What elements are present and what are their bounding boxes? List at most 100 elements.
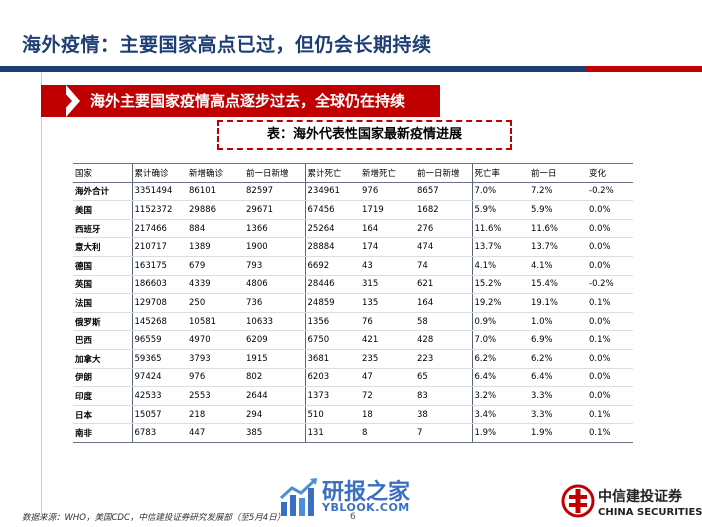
data-cell: 1900 <box>244 237 305 257</box>
data-cell: 510 <box>304 405 360 425</box>
left-guide-line <box>41 72 42 514</box>
data-cell: 6.2% <box>529 349 587 369</box>
data-cell: 10581 <box>187 312 244 332</box>
data-cell: 0.0% <box>587 349 633 369</box>
data-cell: 2644 <box>244 386 305 406</box>
table-row: 意大利 210717 1389 1900 28884 174 474 13.7% 13.7% 0.… <box>73 237 633 257</box>
table-row: 美国 1152372 29886 29671 67456 1719 1682 5.9% 5.9%… <box>73 200 633 220</box>
data-cell: 164 <box>415 293 472 313</box>
data-cell: 97424 <box>131 368 187 388</box>
data-cell: 234961 <box>304 182 360 202</box>
data-cell: 294 <box>244 405 305 425</box>
data-cell: 67456 <box>304 200 360 220</box>
data-cell: 11.6% <box>529 219 587 239</box>
data-cell: 4970 <box>187 330 244 350</box>
country-cell: 俄罗斯 <box>73 312 132 332</box>
data-cell: 47 <box>360 368 415 388</box>
page-number: 6 <box>350 512 356 522</box>
data-cell: 0.1% <box>587 423 633 443</box>
table-row: 印度 42533 2553 2644 1373 72 83 3.2% 3.3% 0.0% <box>73 386 633 406</box>
data-cell: 3681 <box>304 349 360 369</box>
column-header: 前一日新增 <box>244 163 305 183</box>
data-cell: 223 <box>415 349 472 369</box>
data-cell: 474 <box>415 237 472 257</box>
data-cell: 8657 <box>415 182 472 202</box>
data-cell: 5.9% <box>471 200 529 220</box>
data-cell: -0.2% <box>587 275 633 295</box>
data-cell: 6.2% <box>471 349 529 369</box>
data-cell: 28884 <box>304 237 360 257</box>
data-cell: 0.1% <box>587 293 633 313</box>
data-cell: 5.9% <box>529 200 587 220</box>
data-cell: 315 <box>360 275 415 295</box>
country-cell: 南非 <box>73 423 132 443</box>
data-cell: 1356 <box>304 312 360 332</box>
data-cell: 276 <box>415 219 472 239</box>
data-cell: 11.6% <box>471 219 529 239</box>
data-cell: 1.9% <box>471 423 529 443</box>
data-cell: 18 <box>360 405 415 425</box>
data-cell: 421 <box>360 330 415 350</box>
table-row: 海外合计 3351494 86101 82597 234961 976 8657 7.0% 7.… <box>73 182 633 202</box>
column-header: 国家 <box>73 163 132 183</box>
data-cell: 428 <box>415 330 472 350</box>
data-cell: 129708 <box>131 293 187 313</box>
data-cell: 42533 <box>131 386 187 406</box>
data-cell: 135 <box>360 293 415 313</box>
column-header: 新增死亡 <box>360 163 415 183</box>
data-cell: 6783 <box>131 423 187 443</box>
data-cell: 447 <box>187 423 244 443</box>
data-cell: 6.4% <box>471 368 529 388</box>
title-rule <box>0 66 702 72</box>
data-cell: 210717 <box>131 237 187 257</box>
brand-logo-icon <box>561 484 595 518</box>
page-title: 海外疫情：主要国家高点已过，但仍会长期持续 <box>22 34 432 56</box>
data-source: 数据来源：WHO，美国CDC，中信建投证券研究发展部（至5月4日） <box>22 513 286 523</box>
data-cell: 3793 <box>187 349 244 369</box>
data-cell: 0.0% <box>587 200 633 220</box>
data-cell: 15.2% <box>471 275 529 295</box>
data-cell: 19.1% <box>529 293 587 313</box>
data-cell: 72 <box>360 386 415 406</box>
column-header: 前一日新增 <box>415 163 472 183</box>
column-header: 前一日 <box>529 163 587 183</box>
column-header: 死亡率 <box>471 163 529 183</box>
table-caption: 表：海外代表性国家最新疫情进展 <box>266 127 462 142</box>
data-cell: 3.2% <box>471 386 529 406</box>
data-cell: 0.0% <box>587 219 633 239</box>
column-header: 变化 <box>587 163 633 183</box>
data-cell: 217466 <box>131 219 187 239</box>
data-cell: 186603 <box>131 275 187 295</box>
data-cell: 1366 <box>244 219 305 239</box>
country-cell: 伊朗 <box>73 368 132 388</box>
data-cell: 976 <box>187 368 244 388</box>
country-cell: 日本 <box>73 405 132 425</box>
data-cell: 235 <box>360 349 415 369</box>
country-cell: 印度 <box>73 386 132 406</box>
data-cell: 83 <box>415 386 472 406</box>
caption-frame <box>217 120 512 150</box>
data-cell: 164 <box>360 219 415 239</box>
data-cell: 0.0% <box>587 237 633 257</box>
title-rule-accent <box>585 66 702 72</box>
data-cell: 218 <box>187 405 244 425</box>
data-cell: 4806 <box>244 275 305 295</box>
data-cell: 3.4% <box>471 405 529 425</box>
data-cell: 736 <box>244 293 305 313</box>
column-header: 累计死亡 <box>304 163 360 183</box>
data-cell: 3351494 <box>131 182 187 202</box>
table-row: 德国 163175 679 793 6692 43 74 4.1% 4.1% 0.0% <box>73 256 633 276</box>
brand-name: 中信建投证券 <box>598 489 682 505</box>
banner <box>41 85 440 117</box>
data-cell: 7 <box>415 423 472 443</box>
country-cell: 海外合计 <box>73 182 132 202</box>
data-cell: -0.2% <box>587 182 633 202</box>
column-header: 累计确诊 <box>131 163 187 183</box>
data-cell: 76 <box>360 312 415 332</box>
country-cell: 意大利 <box>73 237 132 257</box>
data-cell: 7.0% <box>471 330 529 350</box>
data-cell: 82597 <box>244 182 305 202</box>
data-cell: 13.7% <box>471 237 529 257</box>
data-cell: 6750 <box>304 330 360 350</box>
brand-name-en: CHINA SECURITIES <box>598 507 702 518</box>
